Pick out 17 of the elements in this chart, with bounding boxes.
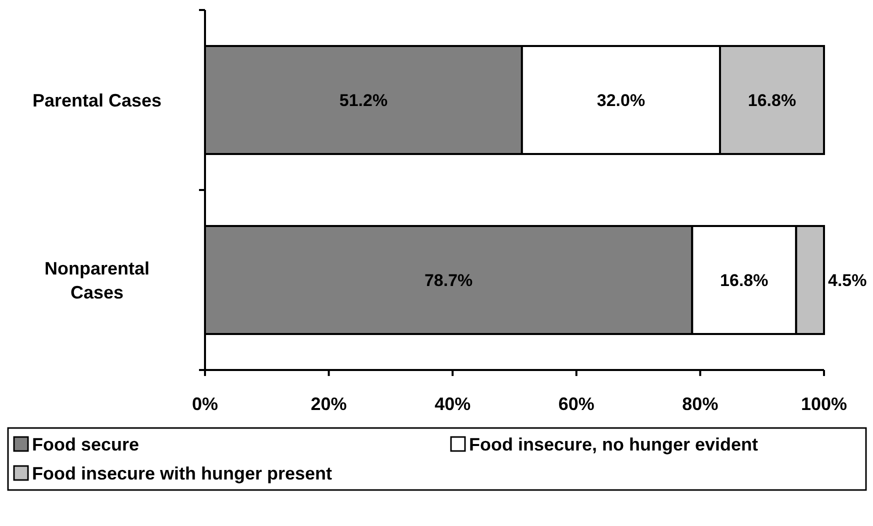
legend-label: Food insecure with hunger present [32,463,332,484]
data-label: 4.5% [828,270,867,290]
x-tick-label: 100% [800,394,848,414]
data-label: 78.7% [424,270,473,290]
data-label: 51.2% [339,90,388,110]
data-label: 16.8% [720,270,768,290]
y-tick-label: Parental Cases [32,90,162,110]
x-tick-label: 80% [682,394,718,414]
x-tick-label: 0% [192,394,218,414]
x-tick-label: 60% [558,394,594,414]
y-tick-label: Nonparental Cases [44,258,150,302]
data-label: 16.8% [748,90,796,110]
data-label: 32.0% [596,90,646,110]
legend-label: Food secure [32,434,140,454]
x-tick-label: 20% [310,394,347,414]
x-tick-label: 40% [434,394,471,414]
legend-label: Food insecure, no hunger evident [469,434,758,454]
